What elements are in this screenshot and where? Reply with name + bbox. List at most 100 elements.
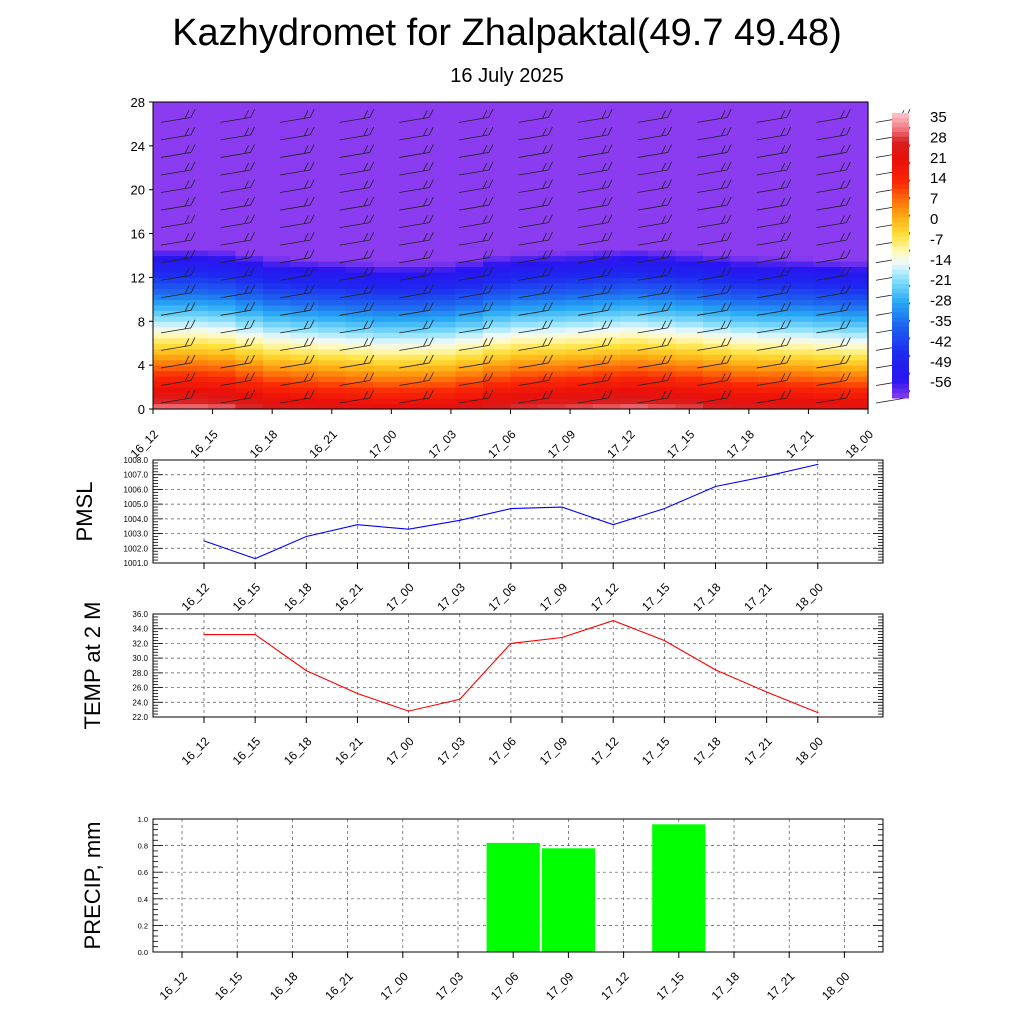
heatmap-cell — [675, 228, 704, 235]
y-tick-label: 32.0 — [132, 639, 148, 648]
heatmap-cell — [428, 310, 457, 317]
heatmap-cell — [180, 304, 209, 311]
x-tick-label: 16_21 — [332, 734, 366, 768]
heatmap-cell — [318, 228, 347, 235]
heatmap-cell — [235, 392, 264, 399]
heatmap-cell — [703, 321, 732, 328]
heatmap-cell — [345, 222, 374, 229]
heatmap-cell — [785, 359, 814, 366]
heatmap-cell — [318, 173, 347, 180]
heatmap-cell — [235, 244, 264, 251]
heatmap-cell — [648, 321, 677, 328]
heatmap-cell — [785, 167, 814, 174]
heatmap-cell — [428, 376, 457, 383]
heatmap-cell — [153, 365, 182, 372]
heatmap-cell — [235, 310, 264, 317]
heatmap-cell — [510, 260, 539, 268]
heatmap-cell — [483, 392, 512, 399]
heatmap-cell — [180, 102, 209, 109]
heatmap-cell — [813, 381, 842, 388]
wind-barb — [220, 144, 255, 158]
heatmap-cell — [400, 260, 429, 268]
heatmap-cell — [730, 211, 759, 218]
y-tick-label: 0.8 — [138, 842, 148, 851]
heatmap-cell — [153, 348, 182, 355]
heatmap-cell — [318, 381, 347, 388]
heatmap-cell — [510, 321, 539, 328]
heatmap-cell — [318, 189, 347, 196]
wind-barb — [339, 126, 375, 141]
heatmap-cell — [538, 173, 567, 180]
heatmap-cell — [373, 365, 402, 372]
data-point — [714, 669, 717, 671]
heatmap-cell — [620, 167, 649, 174]
heatmap-cell — [675, 299, 704, 306]
heatmap-cell — [290, 277, 319, 284]
heatmap-cell — [510, 348, 539, 355]
heatmap-cell — [208, 293, 237, 300]
colorbar-segment — [892, 255, 909, 261]
heatmap-cell — [538, 255, 567, 262]
heatmap-cell — [510, 326, 539, 333]
wind-barb — [220, 161, 255, 176]
heatmap-cell — [648, 376, 677, 383]
x-tick-label: 17_06 — [486, 734, 520, 768]
heatmap-cell — [730, 348, 759, 355]
heatmap-cell — [620, 189, 649, 196]
heatmap-cell — [180, 244, 209, 251]
heatmap-cell — [565, 370, 594, 377]
heatmap-cell — [538, 233, 567, 240]
heatmap-cell — [400, 310, 429, 317]
heatmap-cell — [565, 332, 594, 339]
heatmap-cell — [593, 277, 622, 284]
x-tick-label: 17_21 — [741, 580, 775, 614]
panel-frame — [152, 613, 884, 718]
heatmap-cell — [345, 299, 374, 306]
wind-barb — [816, 302, 851, 316]
heatmap-cell — [730, 228, 759, 235]
colorbar-segment — [892, 388, 909, 394]
heatmap-cell — [180, 381, 209, 388]
heatmap-cell — [565, 250, 594, 257]
heatmap-cell — [620, 348, 649, 355]
heatmap-cell — [648, 217, 677, 224]
heatmap-cell — [840, 134, 869, 141]
heatmap-cell — [840, 162, 869, 169]
heatmap-cell — [840, 376, 869, 383]
heatmap-cell — [703, 123, 732, 131]
heatmap-cell — [813, 233, 842, 240]
wind-barb — [339, 389, 375, 404]
heatmap-cell — [290, 266, 319, 273]
heatmap-cell — [785, 293, 814, 300]
heatmap-cell — [153, 145, 182, 152]
heatmap-cell — [730, 239, 759, 246]
heatmap-cell — [318, 370, 347, 377]
heatmap-cell — [593, 398, 622, 405]
colorbar-segment — [892, 326, 909, 332]
heatmap-cell — [813, 326, 842, 333]
colorbar — [892, 113, 909, 399]
heatmap-cell — [840, 228, 869, 235]
wind-barb — [756, 214, 792, 229]
heatmap-cell — [675, 365, 704, 372]
heatmap-cell — [153, 326, 182, 333]
data-point — [663, 507, 665, 510]
heatmap-cell — [703, 140, 732, 147]
heatmap-cell — [235, 381, 264, 388]
heatmap-cell — [290, 315, 319, 322]
heatmap-cell — [538, 222, 567, 229]
colorbar-segment — [892, 236, 909, 242]
heatmap-cell — [400, 376, 429, 383]
wind-barb — [160, 284, 196, 299]
heatmap-cell — [538, 250, 567, 257]
y-tick-label: 1001.0 — [124, 559, 149, 568]
wind-barb — [816, 179, 851, 193]
heatmap-cell — [813, 140, 842, 147]
heatmap-cell — [730, 134, 759, 141]
heatmap-cell — [483, 250, 512, 257]
wind-barb — [280, 231, 315, 246]
heatmap-cell — [208, 282, 237, 289]
heatmap-cell — [675, 134, 704, 141]
heatmap-cell — [318, 239, 347, 246]
heatmap-cell — [400, 332, 429, 339]
